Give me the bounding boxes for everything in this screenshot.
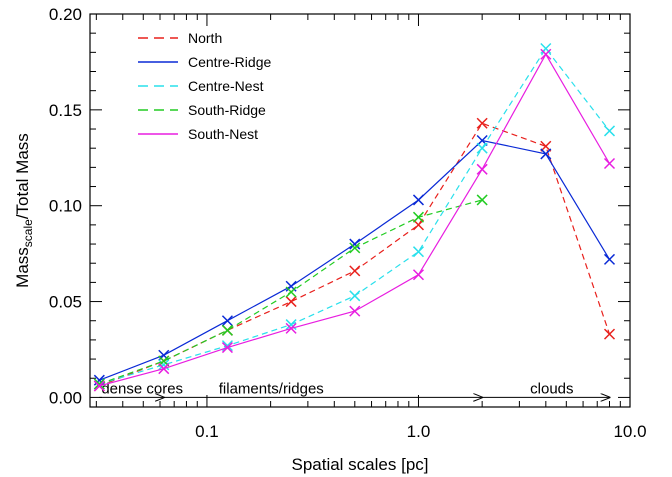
data-point (349, 290, 361, 302)
x-tick-label: 10.0 (613, 422, 646, 441)
data-point-stroke (93, 380, 105, 392)
y-tick-label: 0.00 (49, 388, 82, 407)
series-layer (93, 42, 616, 392)
x-tick-label: 1.0 (407, 422, 431, 441)
data-point (603, 158, 616, 170)
y-tick-label: 0.20 (49, 5, 82, 24)
x-ticks: 0.1 1.0 10.0 (95, 14, 647, 441)
y-tick-label: 0.05 (49, 293, 82, 312)
data-point (93, 380, 105, 392)
data-point (349, 242, 361, 254)
legend-label: Centre-Nest (188, 78, 264, 94)
data-point-stroke (221, 342, 233, 354)
data-point-stroke (412, 269, 425, 281)
x-tick-label: 0.1 (195, 422, 219, 441)
data-point (412, 269, 425, 281)
data-point-stroke (349, 265, 361, 277)
data-point (349, 305, 361, 317)
y-ticks: 0.00 0.05 0.10 0.15 0.20 (49, 5, 630, 407)
data-point-stroke (603, 253, 616, 265)
data-point-stroke (412, 194, 425, 206)
legend-label: North (188, 30, 222, 46)
plot-frame (89, 13, 631, 408)
data-point (540, 148, 552, 160)
data-point-stroke (476, 163, 488, 175)
series-centre-nest (93, 42, 616, 390)
data-point (476, 163, 488, 175)
data-point-stroke (540, 148, 552, 160)
scale-arrow-label: filaments/ridges (219, 380, 324, 397)
scale-arrow-label: clouds (530, 380, 573, 397)
data-point (221, 324, 233, 336)
data-point (540, 48, 552, 60)
data-point-stroke (349, 305, 361, 317)
data-point-stroke (158, 363, 170, 375)
data-point-stroke (412, 211, 425, 223)
data-point-stroke (603, 158, 616, 170)
data-point-stroke (93, 378, 105, 390)
data-point (285, 296, 297, 308)
series-south-nest (93, 48, 616, 392)
y-axis-label-subscript: scale (21, 219, 35, 247)
data-point (93, 378, 105, 390)
data-point-stroke (349, 238, 361, 250)
data-point-stroke (221, 324, 233, 336)
data-point-stroke (540, 48, 552, 60)
data-point-stroke (476, 117, 488, 129)
data-point-stroke (412, 246, 425, 258)
legend-label: Centre-Ridge (188, 54, 271, 70)
data-point-stroke (285, 286, 297, 298)
data-point-stroke (285, 296, 297, 308)
data-point-stroke (221, 315, 233, 327)
data-point-stroke (476, 142, 488, 154)
data-point-stroke (603, 328, 616, 340)
data-point (603, 253, 616, 265)
data-point-stroke (349, 290, 361, 302)
data-point-stroke (349, 242, 361, 254)
scale-annotations: dense cores filaments/ridges clouds (99, 380, 609, 397)
series-south-ridge (93, 194, 488, 390)
data-point (603, 328, 616, 340)
scale-arrow-label: dense cores (101, 380, 183, 397)
data-point (476, 194, 488, 206)
data-point (603, 125, 616, 137)
data-point-stroke (476, 194, 488, 206)
data-point-stroke (158, 359, 170, 371)
data-point-stroke (285, 319, 297, 331)
data-point (221, 315, 233, 327)
y-tick-label: 0.15 (49, 101, 82, 120)
legend-label: South-Ridge (188, 102, 266, 118)
data-point (476, 142, 488, 154)
data-point (476, 117, 488, 129)
data-point (349, 238, 361, 250)
y-axis-label-prefix: Mass (13, 247, 32, 288)
data-point-stroke (603, 125, 616, 137)
data-point (285, 322, 297, 334)
data-point-stroke (285, 322, 297, 334)
data-point (412, 194, 425, 206)
data-point (285, 286, 297, 298)
data-point (349, 265, 361, 277)
y-axis-label: Massscale/Total Mass (13, 133, 35, 288)
data-point (221, 342, 233, 354)
data-point (412, 211, 425, 223)
plot-border (89, 13, 631, 408)
data-point (412, 246, 425, 258)
x-axis-label: Spatial scales [pc] (291, 455, 428, 474)
y-axis-label-suffix: /Total Mass (13, 133, 32, 219)
data-point (158, 363, 170, 375)
y-tick-label: 0.10 (49, 197, 82, 216)
legend-label: South-Nest (188, 126, 258, 142)
legend: North Centre-Ridge Centre-Nest South-Ridge S… (138, 30, 271, 142)
